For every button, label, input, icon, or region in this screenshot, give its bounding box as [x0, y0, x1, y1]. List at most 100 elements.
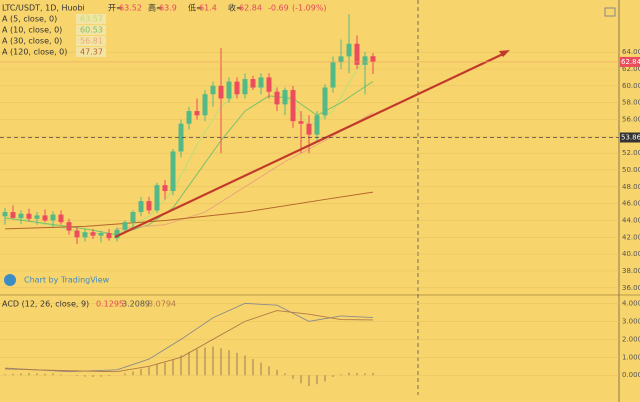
candle-body: [274, 91, 280, 105]
y-tick-label: 48.00: [622, 183, 640, 191]
candle-body: [346, 43, 352, 57]
y-tick-label: 36.00: [622, 284, 640, 292]
candle-body: [82, 232, 88, 238]
candle-body: [10, 212, 16, 218]
candle-body: [250, 79, 256, 88]
candle-body: [298, 121, 304, 124]
change-pct: (-1.09%): [292, 4, 327, 13]
candle-body: [170, 151, 176, 192]
price-line-tag: [620, 132, 640, 143]
legend-label: A (120, close, 0): [2, 48, 67, 57]
y-tick-label: 58.00: [622, 99, 640, 107]
macd-tick-label: 2.000: [622, 335, 640, 343]
ma-line: [116, 112, 374, 230]
ma-line: [4, 191, 374, 230]
candle-body: [18, 213, 24, 218]
ma-line: [4, 55, 374, 235]
candle-body: [362, 56, 368, 65]
macd-value: 3.2089: [122, 300, 150, 309]
legend-swatch: [76, 25, 106, 35]
y-tick-label: 60.00: [622, 82, 640, 90]
candle-body: [50, 214, 56, 221]
candle-body: [242, 79, 248, 95]
candle-body: [154, 185, 160, 211]
ohlc-value: 61.4: [199, 4, 217, 13]
candle-body: [258, 77, 264, 88]
legend-label: A (5, close, 0): [2, 15, 57, 24]
macd-tick-label: 3.000: [622, 317, 640, 325]
watermark-logo: [4, 274, 16, 286]
candle-body: [2, 212, 8, 217]
y-tick-label: 44.00: [622, 216, 640, 224]
last-price-tag: [620, 56, 640, 67]
candle-body: [354, 43, 360, 65]
y-tick-label: 56.00: [622, 115, 640, 123]
ohlc-value: 63.9: [159, 4, 177, 13]
macd-line: [4, 310, 374, 373]
y-tick-label: 64.00: [622, 48, 640, 56]
macd-hist-value: 0.1295: [96, 300, 124, 309]
ohlc-value: 63.52: [119, 4, 142, 13]
candle-body: [194, 111, 200, 116]
macd-title: ACD (12, 26, close, 9): [2, 300, 89, 309]
change-value: -0.69: [268, 4, 289, 13]
candle-body: [98, 233, 104, 236]
macd-tick-label: 1.000: [622, 353, 640, 361]
macd-signal-value: 3.0794: [148, 300, 176, 309]
candle-body: [338, 56, 344, 63]
candle-body: [66, 222, 72, 231]
candle-body: [210, 85, 216, 95]
candle-body: [74, 230, 80, 238]
candle-body: [58, 214, 64, 223]
y-tick-label: 42.00: [622, 233, 640, 241]
y-tick-label: 40.00: [622, 250, 640, 258]
trend-arrow: [499, 50, 510, 57]
candle-body: [106, 233, 112, 239]
legend-label: A (30, close, 0): [2, 37, 62, 46]
candle-body: [234, 81, 240, 95]
candle-body: [34, 215, 40, 219]
candle-body: [218, 85, 224, 99]
legend-swatch: [76, 14, 106, 24]
y-tick-label: 50.00: [622, 166, 640, 174]
macd-tick-label: 4.000: [622, 299, 640, 307]
ohlc-value: 62.84: [239, 4, 262, 13]
macd-tick-label: 0.000: [622, 371, 640, 379]
candle-body: [114, 229, 120, 239]
candle-body: [266, 77, 272, 92]
candle-body: [282, 90, 288, 105]
legend-label: A (10, close, 0): [2, 26, 62, 35]
candle-body: [186, 111, 192, 124]
candle-body: [290, 90, 296, 122]
macd-line: [4, 302, 374, 373]
candle-body: [138, 201, 144, 213]
candle-body: [226, 81, 232, 99]
candle-body: [122, 222, 128, 230]
y-tick-label: 38.00: [622, 267, 640, 275]
settings-icon[interactable]: [604, 7, 616, 17]
candle-body: [130, 212, 136, 223]
y-tick-label: 52.00: [622, 149, 640, 157]
candle-body: [42, 215, 48, 221]
y-tick-label: 62.00: [622, 65, 640, 73]
y-tick-label: 46.00: [622, 200, 640, 208]
legend-value: 60.53: [80, 26, 103, 35]
ma-line: [4, 80, 374, 236]
candle-body: [322, 87, 328, 116]
legend-value: 56.81: [80, 37, 103, 46]
trend-line: [114, 53, 504, 238]
candle-body: [162, 185, 168, 192]
ohlc-label: 开=: [108, 4, 123, 13]
watermark: Chart by TradingView: [24, 276, 110, 285]
last-price-label: 62.84: [621, 58, 640, 66]
candle-body: [330, 62, 336, 88]
price-line-label: 53.86: [621, 134, 640, 142]
plot: [0, 14, 619, 289]
ohlc-label: 收=: [228, 3, 243, 13]
candle-body: [306, 123, 312, 135]
candle-body: [314, 115, 320, 135]
chart-title: LTC/USDT, 1D, Huobi: [2, 4, 85, 13]
legend-value: 63.57: [80, 15, 103, 24]
ohlc-label: 高=: [148, 3, 163, 13]
